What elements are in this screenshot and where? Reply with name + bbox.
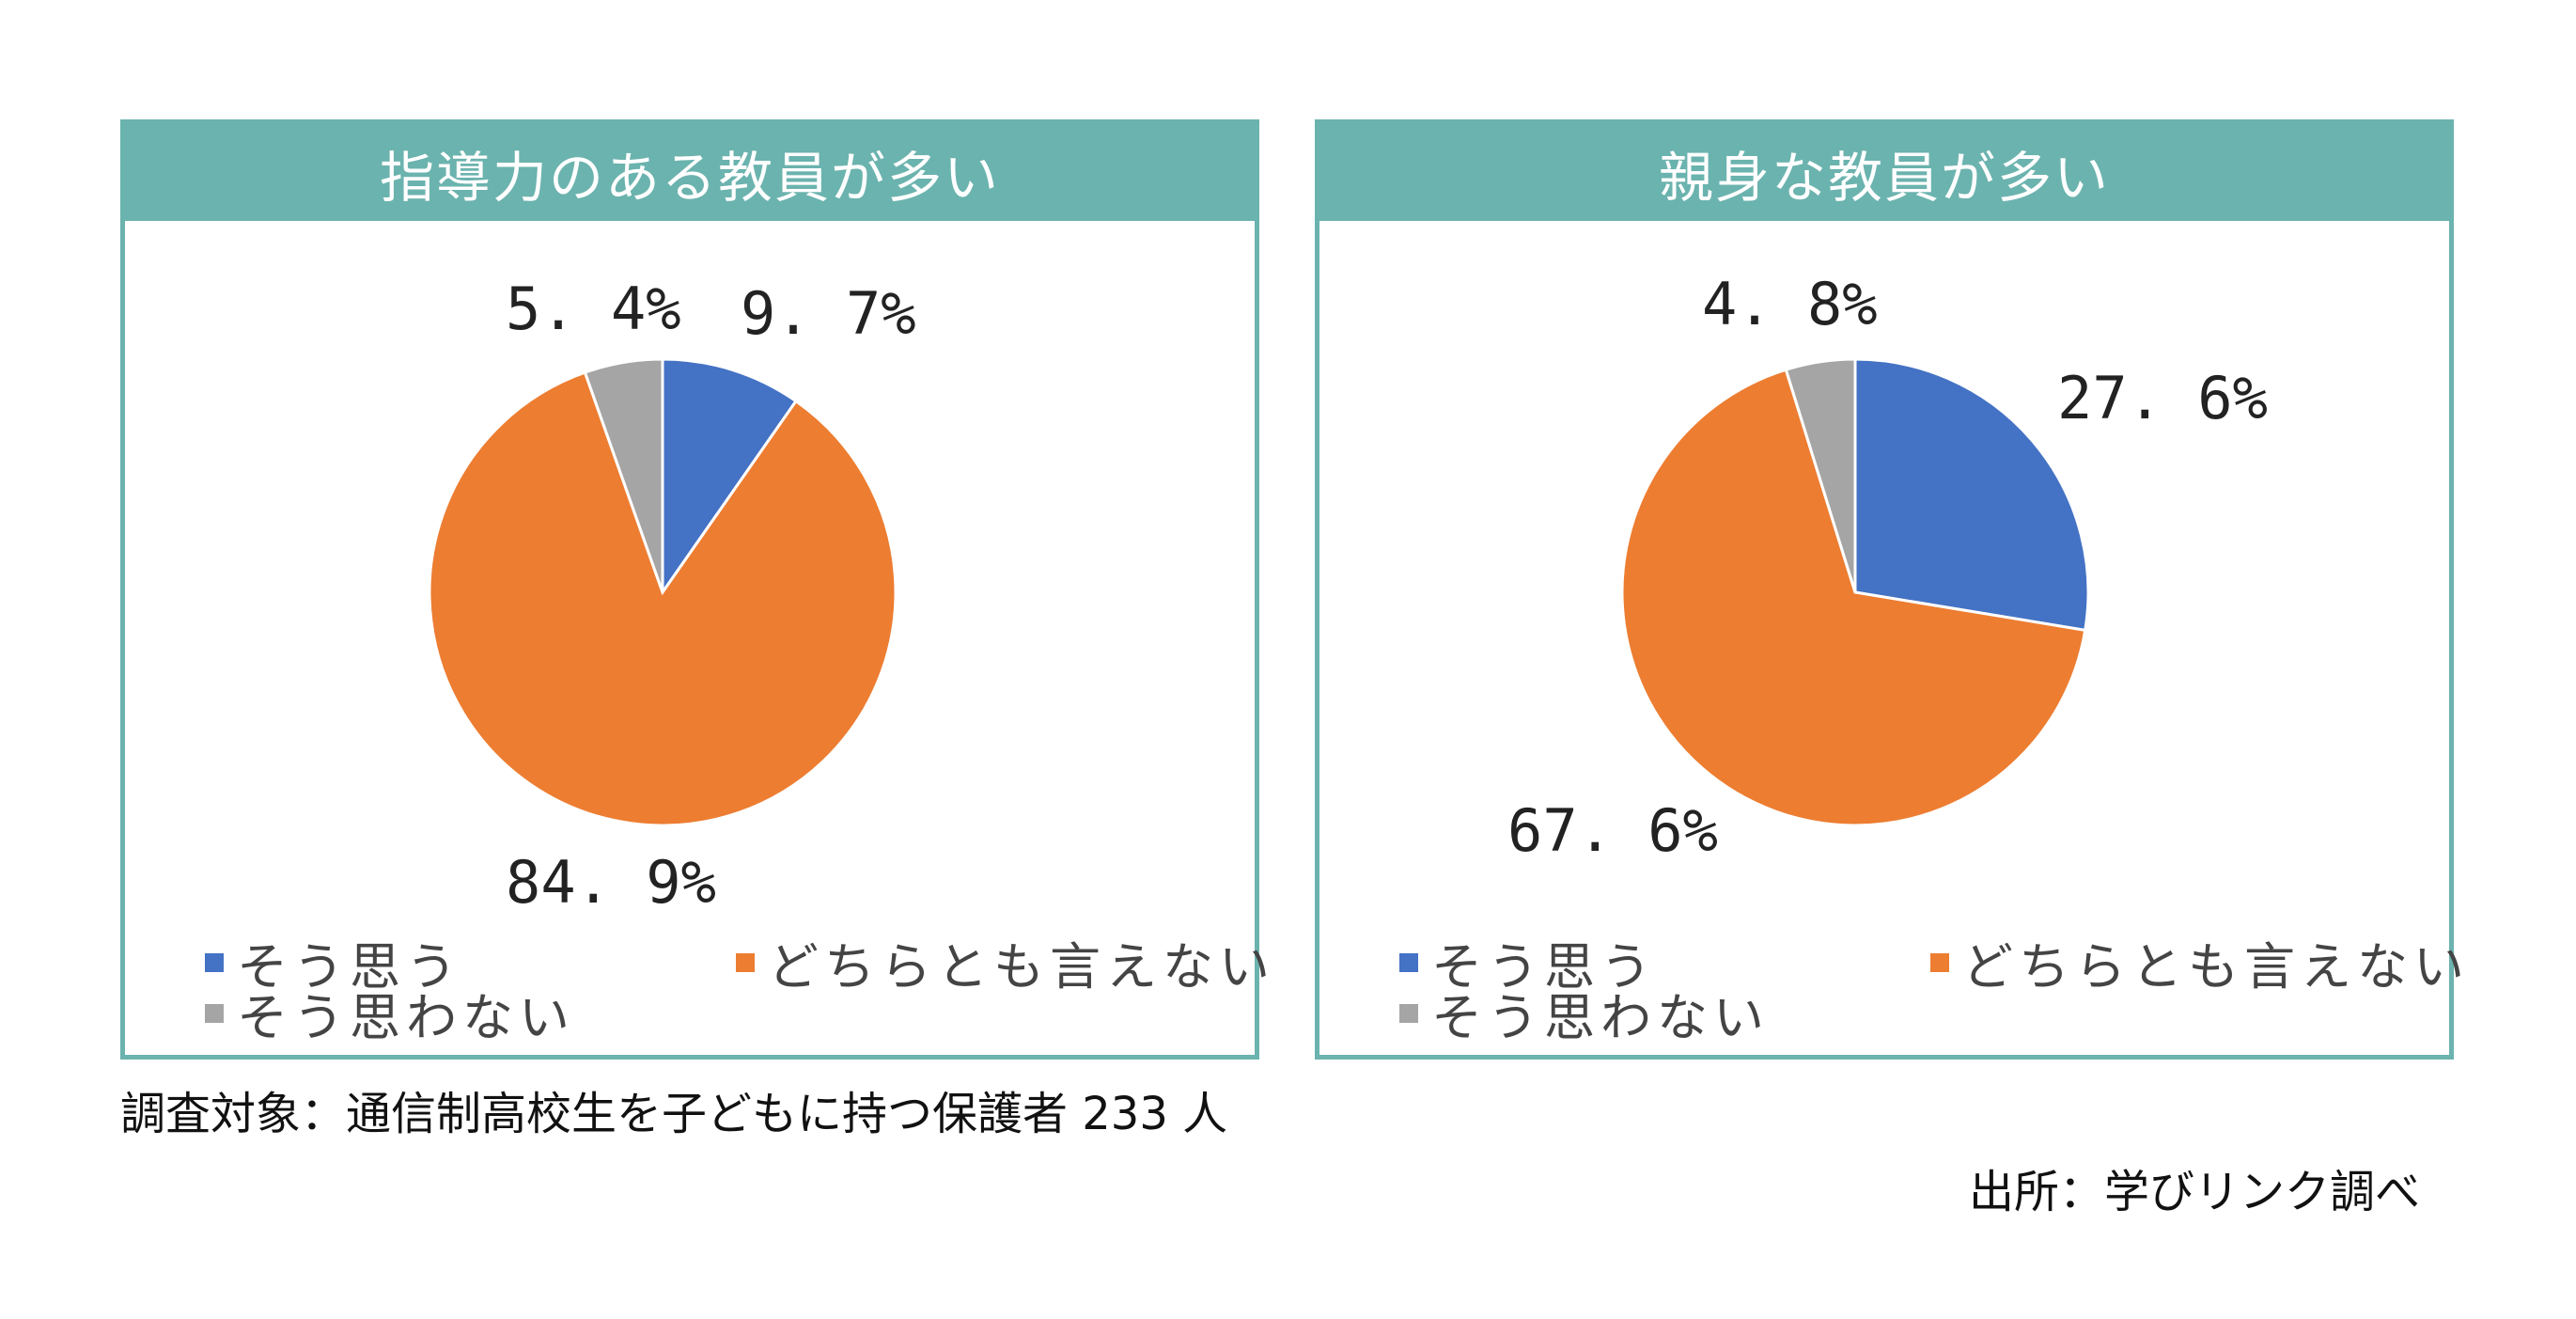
legend-swatch-agree [1399,952,1418,972]
chart-title: 親身な教員が多い [1319,124,2449,221]
legend-item-agree: そう思う [1399,925,1657,999]
pie-chart-leadership [428,357,898,827]
survey-footnote: 調査対象：通信制高校生を子どもに持つ保護者 233 人 [120,1088,1228,1140]
legend: そう思う どちらとも言えない そう思わない [1399,925,2464,1050]
chart-title: 指導力のある教員が多い [125,124,1255,221]
legend-label: どちらとも言えない [768,937,1275,997]
pie-slice-agree [1853,357,2090,633]
legend-item-neutral: どちらとも言えない [1930,925,2470,999]
legend-label: そう思う [237,937,462,997]
legend-item-disagree: そう思わない [1399,976,1770,1050]
legend-swatch-disagree [205,1003,224,1023]
data-label-neutral: 67. 6% [1507,796,1718,865]
data-label-disagree: 4. 8% [1702,270,1878,338]
data-label-agree: 27. 6% [2057,364,2268,432]
source-note: 出所：学びリンク調べ [1969,1166,2421,1218]
legend-swatch-neutral [736,952,755,972]
legend-item-neutral: どちらとも言えない [736,925,1275,999]
data-label-disagree: 5. 4% [506,275,681,343]
pie-slice-disagree [583,357,664,593]
data-label-neutral: 84. 9% [506,848,716,917]
data-label-agree: 9. 7% [741,279,916,348]
legend-item-disagree: そう思わない [205,976,575,1050]
legend-label: そう思わない [1431,988,1770,1047]
legend-label: そう思わない [237,988,575,1047]
pie-slice-agree [661,357,799,597]
legend-label: そう思う [1431,937,1657,997]
pie-slice-neutral [428,370,898,827]
legend-item-agree: そう思う [205,925,462,999]
pie-slice-disagree [1784,357,1857,593]
legend-label: どちらとも言えない [1962,937,2470,997]
legend-swatch-agree [205,952,224,972]
pie-slice-neutral [1620,368,2087,827]
legend-swatch-disagree [1399,1003,1418,1023]
legend: そう思う どちらとも言えない そう思わない [205,925,1270,1050]
pie-chart-caring [1620,357,2090,827]
chart-panel-leadership: 指導力のある教員が多い 9. 7% 5. 4% 84. 9% そう思う どちらと… [120,119,1270,1060]
legend-swatch-neutral [1930,952,1949,972]
chart-panel-caring: 親身な教員が多い 27. 6% 4. 8% 67. 6% そう思う どちらとも言… [1315,119,2464,1060]
